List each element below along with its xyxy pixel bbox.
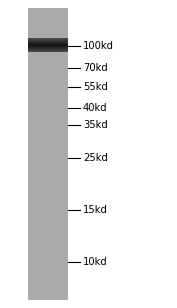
Text: 55kd: 55kd	[83, 82, 108, 92]
Bar	[28, 40, 68, 41]
Bar	[28, 50, 68, 51]
Bar	[28, 43, 68, 44]
Bar	[28, 42, 68, 43]
Bar	[28, 39, 68, 40]
Bar	[28, 43, 68, 44]
Bar	[28, 44, 68, 45]
Bar	[28, 48, 68, 49]
Bar	[28, 8, 68, 300]
Bar	[28, 50, 68, 51]
Bar	[28, 51, 68, 52]
Bar	[28, 41, 68, 42]
Bar	[28, 49, 68, 50]
Text: 10kd: 10kd	[83, 257, 108, 267]
Bar	[28, 44, 68, 45]
Text: 25kd: 25kd	[83, 153, 108, 163]
Text: 35kd: 35kd	[83, 120, 108, 130]
Bar	[28, 51, 68, 52]
Bar	[28, 45, 68, 46]
Bar	[28, 42, 68, 43]
Bar	[28, 40, 68, 41]
Text: 40kd: 40kd	[83, 103, 108, 113]
Text: 15kd: 15kd	[83, 205, 108, 215]
Bar	[28, 45, 68, 46]
Bar	[28, 47, 68, 48]
Bar	[28, 46, 68, 47]
Bar	[28, 41, 68, 42]
Bar	[28, 49, 68, 50]
Text: 100kd: 100kd	[83, 41, 114, 51]
Bar	[28, 38, 68, 39]
Bar	[28, 48, 68, 49]
Text: 70kd: 70kd	[83, 63, 108, 73]
Bar	[28, 46, 68, 47]
Bar	[28, 47, 68, 48]
Bar	[28, 39, 68, 40]
Bar	[28, 38, 68, 39]
